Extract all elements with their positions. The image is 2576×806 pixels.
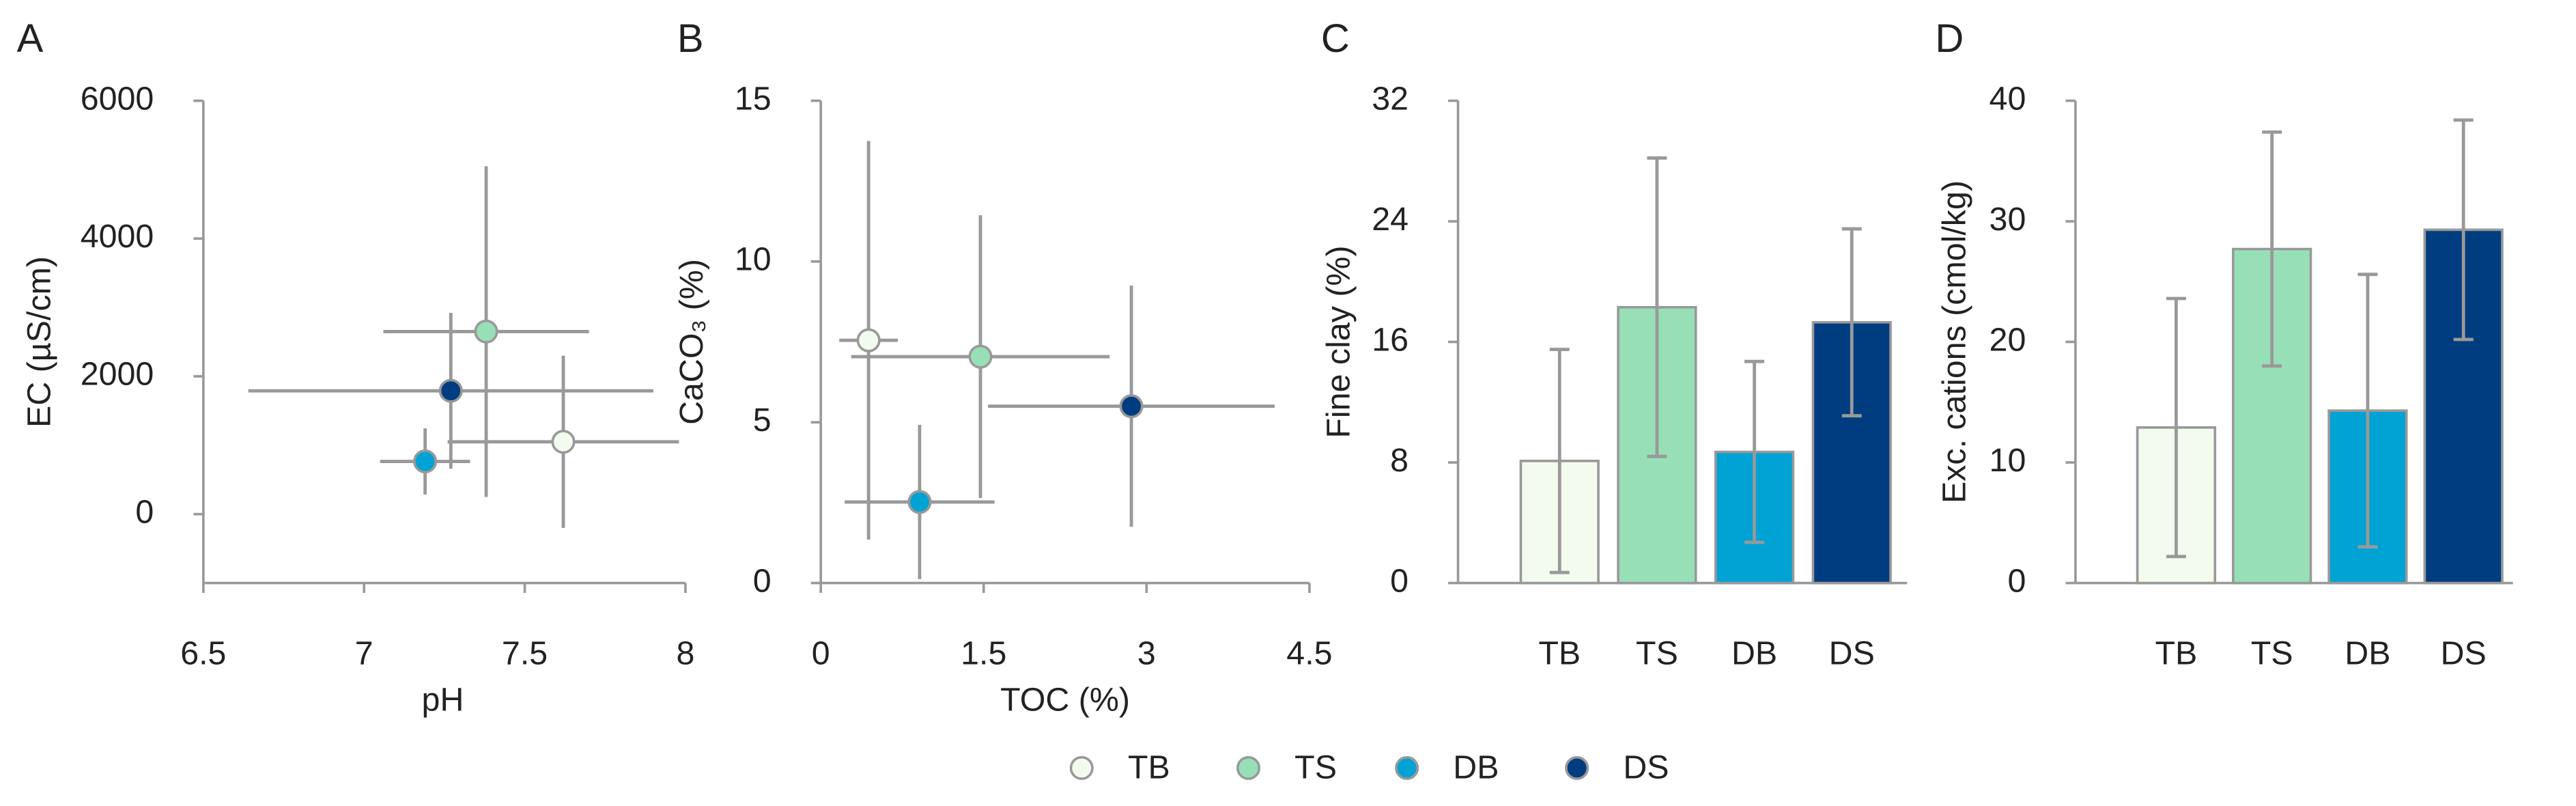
x-tick-label: DS (1829, 635, 1875, 672)
x-tick-label: 7.5 (502, 635, 548, 672)
x-axis-label: pH (422, 681, 464, 718)
x-tick-label: DB (2345, 635, 2390, 672)
point (907, 490, 932, 514)
x-tick-label: 8 (676, 635, 694, 672)
x-axis-label: TOC (%) (1000, 681, 1130, 718)
x-tick-label: TB (2155, 635, 2198, 672)
legend-label: TB (1128, 749, 1170, 786)
legend-marker (1236, 755, 1260, 780)
y-tick-label: 24 (1372, 201, 1409, 238)
y-axis-label: Fine clay (%) (1320, 245, 1357, 438)
y-tick-label: 0 (1390, 562, 1409, 599)
y-tick-label: 6000 (81, 80, 154, 117)
x-tick-label: 3 (1137, 635, 1156, 672)
panel-letter: A (17, 16, 44, 61)
x-tick-label: 1.5 (961, 635, 1006, 672)
panel-letter: C (1321, 16, 1350, 61)
y-tick-label: 8 (1390, 442, 1409, 479)
x-tick-label: TB (1538, 635, 1581, 672)
y-tick-label: 20 (1990, 321, 2026, 358)
y-axis-label: EC (µS/cm) (21, 256, 58, 428)
point (438, 378, 463, 403)
legend-marker (1395, 755, 1419, 780)
y-tick-label: 40 (1990, 80, 2026, 117)
x-tick-label: TS (1636, 635, 1678, 672)
y-tick-label: 30 (1990, 201, 2026, 238)
x-tick-label: DB (1731, 635, 1777, 672)
point (413, 449, 438, 474)
legend-marker (1069, 755, 1094, 780)
x-tick-label: 4.5 (1286, 635, 1332, 672)
point (856, 328, 881, 352)
y-axis-label: CaCO₃ (%) (673, 259, 710, 425)
y-tick-label: 16 (1372, 321, 1409, 358)
x-tick-label: 7 (355, 635, 373, 672)
legend-marker (1565, 755, 1589, 780)
legend-label: TS (1294, 749, 1337, 786)
point (1119, 394, 1144, 419)
legend-label: DB (1453, 749, 1499, 786)
y-tick-label: 0 (2007, 562, 2026, 599)
y-tick-label: 2000 (81, 356, 154, 393)
point (474, 319, 498, 344)
point (968, 344, 993, 369)
y-tick-label: 32 (1372, 80, 1409, 117)
x-tick-label: 0 (812, 635, 830, 672)
y-tick-label: 10 (735, 241, 772, 278)
panel-letter: D (1935, 16, 1964, 61)
point (551, 430, 576, 454)
y-tick-label: 0 (753, 562, 772, 599)
legend-label: DS (1623, 749, 1669, 786)
y-tick-label: 5 (753, 402, 772, 439)
panel-letter: B (677, 16, 704, 61)
y-tick-label: 15 (735, 80, 772, 117)
x-tick-label: TS (2251, 635, 2293, 672)
x-tick-label: DS (2441, 635, 2487, 672)
y-tick-label: 10 (1990, 442, 2026, 479)
y-tick-label: 4000 (81, 218, 154, 255)
y-tick-label: 0 (135, 493, 154, 530)
y-axis-label: Exc. cations (cmol/kg) (1936, 180, 1973, 503)
x-tick-label: 6.5 (180, 635, 226, 672)
